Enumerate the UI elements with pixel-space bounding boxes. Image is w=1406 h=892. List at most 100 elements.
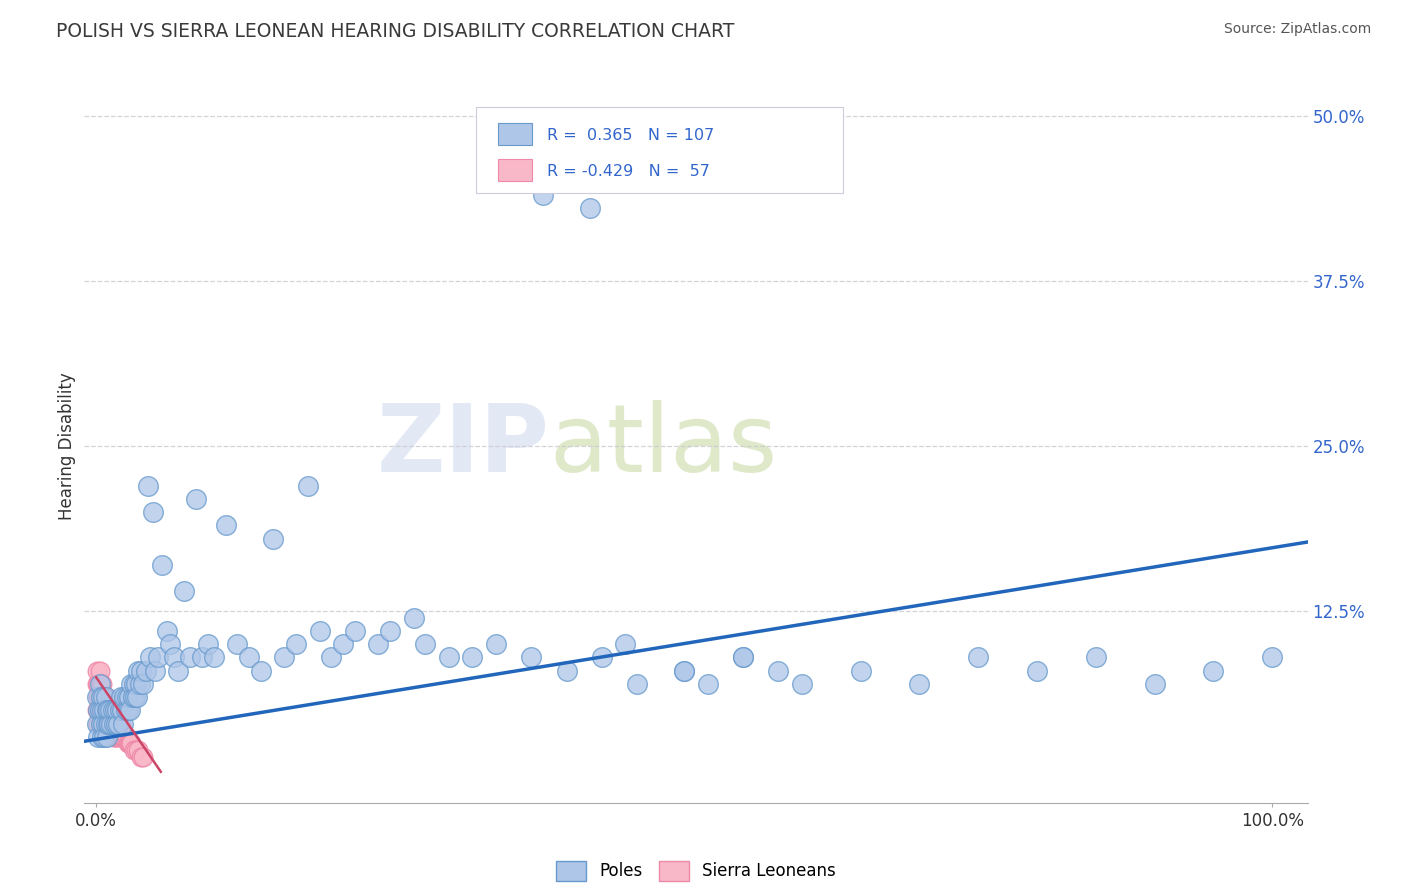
Point: [89, 664, 111, 678]
Point: [197, 637, 219, 651]
Point: [184, 491, 207, 506]
Point: [91, 730, 114, 744]
Point: [98, 703, 121, 717]
Point: [103, 730, 125, 744]
Text: Source: ZipAtlas.com: Source: ZipAtlas.com: [1223, 22, 1371, 37]
Point: [110, 716, 132, 731]
Point: [91, 716, 114, 731]
Point: [100, 716, 122, 731]
Point: [96, 730, 118, 744]
Point: [163, 650, 186, 665]
Point: [112, 730, 135, 744]
Point: [90, 703, 112, 717]
Point: [98, 703, 121, 717]
Point: [97, 703, 120, 717]
Point: [297, 478, 319, 492]
Point: [90, 716, 112, 731]
Point: [118, 690, 141, 704]
Point: [790, 677, 813, 691]
Point: [132, 749, 155, 764]
Text: R =  0.365   N = 107: R = 0.365 N = 107: [547, 128, 714, 143]
Point: [101, 716, 124, 731]
Legend: Poles, Sierra Leoneans: Poles, Sierra Leoneans: [550, 855, 842, 888]
Point: [94, 716, 117, 731]
Point: [87, 690, 110, 704]
Point: [91, 690, 114, 704]
Point: [108, 703, 131, 717]
Point: [101, 703, 124, 717]
Point: [97, 703, 120, 717]
Point: [202, 650, 225, 665]
Point: [104, 730, 127, 744]
Point: [226, 637, 249, 651]
Text: atlas: atlas: [550, 400, 778, 492]
Text: R = -0.429   N =  57: R = -0.429 N = 57: [547, 164, 710, 178]
Point: [673, 664, 696, 678]
Point: [159, 637, 181, 651]
Point: [614, 637, 637, 651]
Point: [531, 188, 554, 202]
Point: [87, 716, 110, 731]
Point: [98, 703, 121, 717]
Y-axis label: Hearing Disability: Hearing Disability: [58, 372, 76, 520]
Point: [115, 690, 138, 704]
Point: [89, 690, 111, 704]
Point: [121, 690, 143, 704]
Point: [150, 558, 173, 572]
Point: [135, 664, 157, 678]
Point: [214, 518, 236, 533]
Point: [103, 716, 125, 731]
Point: [91, 690, 114, 704]
Point: [105, 716, 128, 731]
Point: [120, 736, 142, 750]
Point: [112, 716, 135, 731]
Point: [285, 637, 308, 651]
Point: [93, 690, 115, 704]
Point: [96, 716, 118, 731]
Point: [696, 677, 718, 691]
Point: [94, 716, 117, 731]
Point: [143, 664, 166, 678]
Point: [673, 664, 696, 678]
Point: [105, 703, 128, 717]
Point: [93, 716, 115, 731]
Point: [86, 690, 108, 704]
Point: [127, 664, 149, 678]
Point: [122, 677, 145, 691]
Point: [100, 716, 122, 731]
Point: [731, 650, 754, 665]
Point: [89, 703, 111, 717]
Point: [91, 690, 114, 704]
Point: [173, 584, 195, 599]
Point: [105, 716, 128, 731]
Point: [105, 730, 128, 744]
Point: [520, 650, 543, 665]
Point: [96, 703, 118, 717]
Text: POLISH VS SIERRA LEONEAN HEARING DISABILITY CORRELATION CHART: POLISH VS SIERRA LEONEAN HEARING DISABIL…: [56, 22, 734, 41]
Point: [129, 749, 152, 764]
Point: [90, 677, 112, 691]
Point: [93, 703, 115, 717]
Point: [136, 478, 159, 492]
Point: [343, 624, 366, 638]
Point: [86, 716, 108, 731]
Point: [98, 716, 121, 731]
Point: [98, 716, 121, 731]
Point: [1026, 664, 1049, 678]
Point: [86, 677, 108, 691]
Point: [128, 677, 150, 691]
Point: [93, 703, 115, 717]
Point: [127, 743, 149, 757]
Point: [591, 650, 613, 665]
Point: [415, 637, 437, 651]
Point: [127, 690, 149, 704]
Point: [87, 703, 110, 717]
Point: [103, 716, 125, 731]
Point: [87, 730, 110, 744]
Point: [321, 650, 343, 665]
Point: [86, 703, 108, 717]
Point: [179, 650, 201, 665]
Point: [101, 703, 124, 717]
Point: [112, 690, 135, 704]
Point: [94, 690, 117, 704]
